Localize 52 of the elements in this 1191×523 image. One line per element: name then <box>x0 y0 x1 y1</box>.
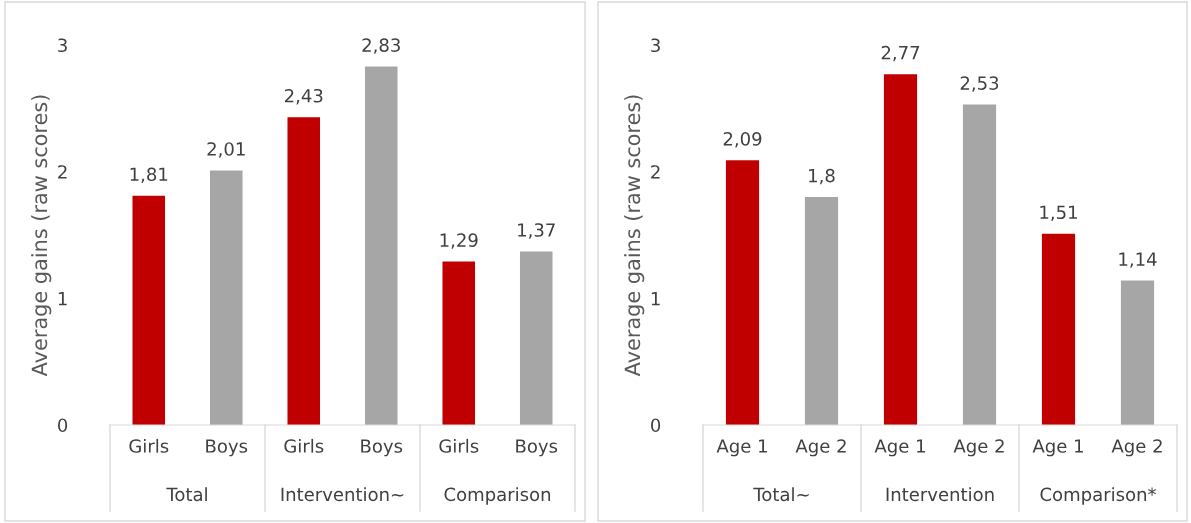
bar <box>883 74 918 425</box>
data-label: 2,77 <box>881 45 920 62</box>
bar <box>364 66 398 425</box>
text: Comparison* <box>1040 487 1157 505</box>
data-label: 1,81 <box>130 167 168 183</box>
data-label: 1,29 <box>440 233 478 249</box>
bar <box>725 160 760 425</box>
y-tick-label: 1 <box>651 292 660 306</box>
x-tick-label: Age 2 <box>795 439 846 457</box>
x-tick-label: Age 2 <box>1111 439 1162 457</box>
bar <box>132 195 166 425</box>
bar <box>804 197 839 425</box>
y-tick-label: 2 <box>651 165 660 179</box>
x-tick-label: Boys <box>361 439 403 457</box>
data-label: 2,83 <box>362 38 400 54</box>
y-tick-label: 0 <box>651 418 661 433</box>
x-tick-label: Age 2 <box>953 439 1004 457</box>
x-tick-label: Boys <box>516 439 558 457</box>
text: Intervention <box>886 487 994 502</box>
bar <box>1041 233 1076 425</box>
x-tick-label: Age 1 <box>1032 439 1083 457</box>
data-label: 1,8 <box>809 168 835 185</box>
text: Total~ <box>753 487 809 502</box>
bar <box>209 170 243 425</box>
x-tick-label: Age 1 <box>874 439 925 457</box>
data-label: 2,43 <box>284 88 323 105</box>
y-tick-label: 2 <box>58 165 67 179</box>
y-axis-title: Average gains (raw scores) <box>624 95 645 377</box>
bar <box>442 261 476 425</box>
text: Intervention~ <box>281 487 404 502</box>
y-tick-label: 0 <box>58 418 68 433</box>
x-tick-label: Girls <box>284 438 324 453</box>
data-label: 2,01 <box>207 142 245 158</box>
data-label: 1,14 <box>1119 252 1157 268</box>
data-label: 2,53 <box>960 76 999 92</box>
y-tick-label: 3 <box>58 38 67 53</box>
x-tick-label: Girls <box>439 438 479 453</box>
y-tick-label: 3 <box>651 38 660 53</box>
bar <box>287 117 321 425</box>
y-tick-label: 1 <box>58 292 67 306</box>
bar <box>1120 280 1155 425</box>
data-label: 1,37 <box>518 223 555 239</box>
data-label: 2,09 <box>723 132 762 148</box>
bar <box>962 104 997 425</box>
data-label: 1,51 <box>1040 205 1077 221</box>
x-tick-label: Age 1 <box>716 439 767 457</box>
bar <box>519 251 553 425</box>
text: Comparison <box>444 487 551 505</box>
text: Total <box>166 487 207 502</box>
x-tick-label: Boys <box>206 439 248 457</box>
x-tick-label: Girls <box>129 438 169 453</box>
y-axis-title: Average gains (raw scores) <box>31 95 52 377</box>
